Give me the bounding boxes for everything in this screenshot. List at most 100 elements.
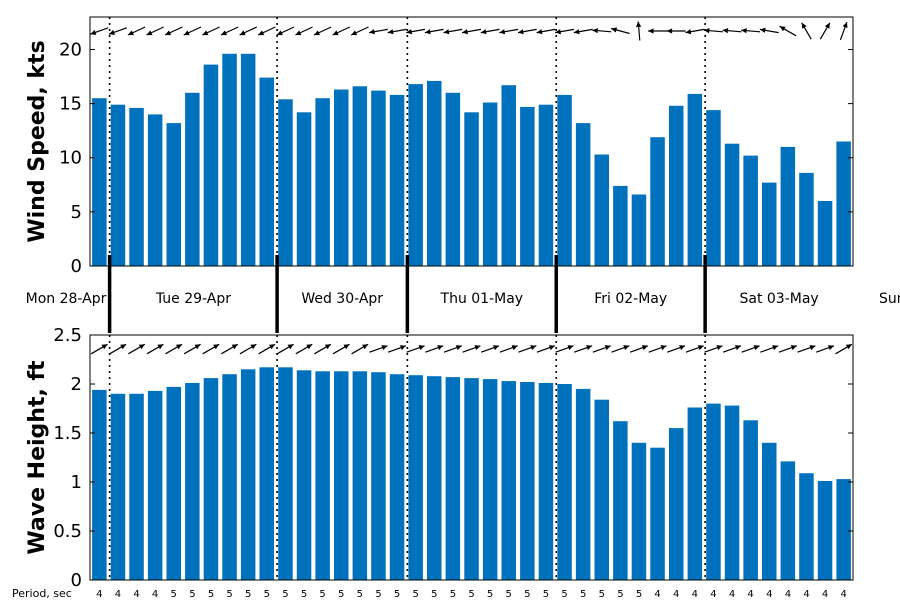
day-label-strip: Mon 28-Apr Tue 29-Apr Wed 30-Apr Thu 01-May… <box>26 255 900 333</box>
direction-arrow <box>461 28 482 35</box>
period-value: 5 <box>171 589 177 600</box>
bar <box>315 371 330 580</box>
period-value: 4 <box>133 589 139 600</box>
period-value: 4 <box>152 589 158 600</box>
bar <box>501 381 516 580</box>
direction-arrow <box>146 343 164 355</box>
direction-arrow <box>332 26 351 36</box>
direction-arrow <box>536 345 556 353</box>
period-value: 5 <box>264 589 270 600</box>
bar <box>538 383 554 580</box>
direction-arrow <box>239 343 257 355</box>
direction-arrow <box>165 343 183 355</box>
bar <box>334 371 349 580</box>
bar <box>334 89 349 266</box>
period-value: 5 <box>506 589 512 600</box>
bar <box>613 421 628 580</box>
bar <box>166 123 181 266</box>
direction-arrow <box>741 345 760 353</box>
y-tick-label: 1.5 <box>53 423 82 444</box>
period-value: 5 <box>245 589 251 600</box>
direction-arrow <box>722 345 742 353</box>
direction-arrow <box>258 343 276 355</box>
direction-arrow <box>703 28 723 34</box>
direction-arrow <box>667 345 686 353</box>
period-value: 5 <box>487 589 493 600</box>
bar <box>371 372 386 580</box>
direction-arrow <box>685 345 704 353</box>
period-value: 4 <box>692 589 698 600</box>
direction-arrow <box>778 345 798 353</box>
y-tick-label: 2.5 <box>53 325 82 346</box>
period-value: 5 <box>599 589 605 600</box>
y-tick-label: 0 <box>71 570 82 591</box>
bar <box>92 98 107 266</box>
direction-arrow <box>351 343 369 355</box>
bar <box>352 371 368 580</box>
direction-arrow <box>257 26 276 36</box>
y-tick-label: 15 <box>59 94 82 115</box>
direction-arrow <box>760 345 779 353</box>
direction-arrow <box>611 27 630 35</box>
direction-arrow <box>350 26 369 36</box>
bar <box>817 201 833 266</box>
y-tick-label: 20 <box>59 39 82 60</box>
direction-arrow <box>636 21 642 41</box>
bar <box>743 420 758 580</box>
y-tick-label: 0.5 <box>53 521 82 542</box>
direction-arrow <box>424 28 444 35</box>
bar <box>650 137 665 266</box>
bar <box>464 378 479 580</box>
bar <box>408 375 423 580</box>
period-value: 5 <box>226 589 232 600</box>
direction-arrow <box>443 28 463 35</box>
direction-arrow <box>835 343 853 355</box>
period-value: 4 <box>710 589 716 600</box>
bar <box>92 389 107 580</box>
period-value: 5 <box>543 589 549 600</box>
bar <box>185 383 200 580</box>
period-label: Period, sec <box>12 587 72 600</box>
period-value: 5 <box>524 589 530 600</box>
period-value: 4 <box>96 589 102 600</box>
direction-arrow <box>202 26 220 36</box>
period-value: 5 <box>413 589 419 600</box>
direction-arrow <box>146 26 164 36</box>
bar <box>482 379 498 580</box>
direction-arrow <box>295 26 313 36</box>
bar <box>724 405 740 580</box>
day-label: Mon 28-Apr <box>26 291 107 307</box>
period-value: 5 <box>375 589 381 600</box>
bar <box>110 104 126 266</box>
y-tick-label: 10 <box>59 148 82 169</box>
direction-arrow <box>592 345 611 353</box>
direction-arrow <box>313 26 332 36</box>
y-tick-label: 1 <box>71 472 82 493</box>
bar <box>445 92 461 266</box>
period-value: 5 <box>357 589 363 600</box>
day-label: Tue 29-Apr <box>155 291 231 307</box>
bar <box>315 98 330 266</box>
bar <box>669 105 684 266</box>
bar <box>575 123 591 266</box>
direction-arrow <box>332 343 350 355</box>
bar <box>147 390 163 580</box>
period-value: 5 <box>338 589 344 600</box>
bar <box>278 99 293 266</box>
day-label: Sat 03-May <box>739 291 818 307</box>
direction-arrow <box>592 28 612 34</box>
direction-arrow <box>406 345 425 353</box>
direction-arrow <box>573 28 593 35</box>
direction-arrow <box>518 345 537 353</box>
direction-arrow <box>276 26 295 36</box>
direction-arrow <box>722 28 742 34</box>
bar <box>278 367 293 580</box>
period-value: 5 <box>208 589 214 600</box>
y-tick-label: 0 <box>71 256 82 277</box>
period-value: 4 <box>785 589 791 600</box>
period-row: Period, sec 4 4 4 4 5 5 5 5 5 5 5 5 5 5 5 5 5 5 5 5 5 5 5 5 5 5 5 5 5… <box>12 587 847 600</box>
period-value: 5 <box>450 589 456 600</box>
direction-arrow <box>499 345 518 353</box>
period-value: 4 <box>747 589 753 600</box>
